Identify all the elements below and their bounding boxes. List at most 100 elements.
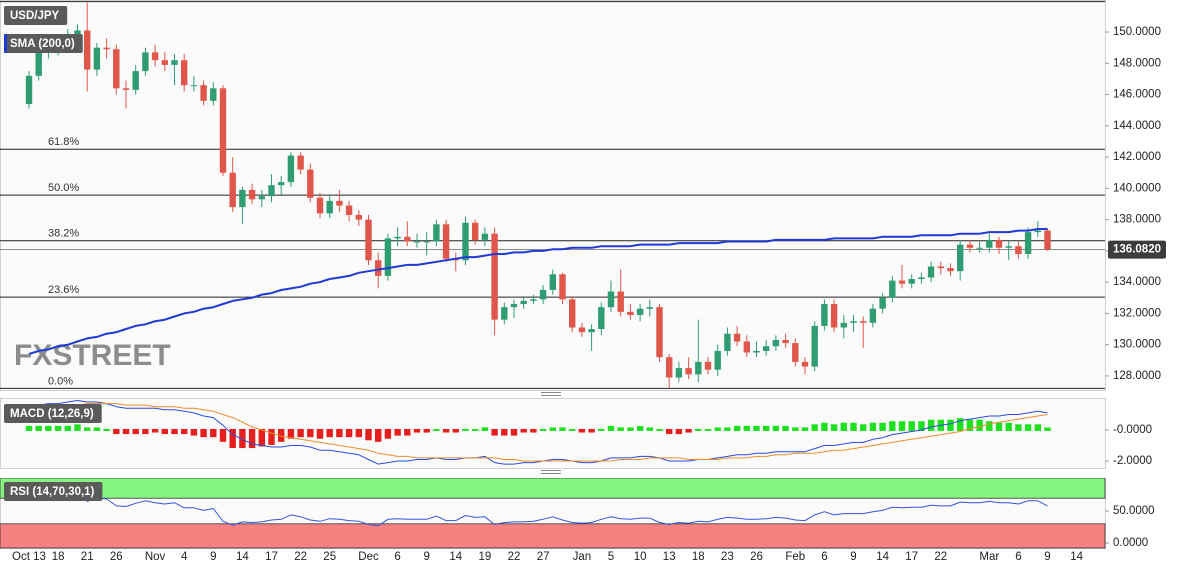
fib-label: 0.0% [48,375,73,387]
line [28,228,1048,355]
histogram-bar [326,428,333,438]
candle-body [384,238,392,276]
candle-body [394,236,401,239]
candle-body [404,236,411,242]
panel-grip [541,392,561,474]
candle-body [171,60,178,65]
candle-body [821,304,828,326]
histogram-bar [181,428,188,435]
histogram-bar [821,422,828,431]
candle-body [811,325,818,367]
label-box: SMA (200,0) [4,34,83,53]
candle-body [345,205,353,215]
x-tick-label: Nov [145,551,166,563]
candle-body [423,241,430,243]
y-tick-label: 0.0000 [1113,537,1148,549]
histogram-bar [743,425,750,431]
histogram-bar [64,425,71,431]
candle-body [792,343,799,362]
histogram-bar [607,425,615,431]
oversold-zone [0,523,1106,549]
histogram-bar [957,418,964,431]
candle-body [365,219,372,261]
histogram-bar [588,428,595,433]
candle-body [685,368,692,375]
histogram-bar [772,425,780,431]
histogram-bar [704,428,712,431]
candle-body [491,233,498,320]
histogram-bar [481,427,489,431]
candle-body [957,244,964,272]
y-tick-label: -0.0000 [1113,424,1152,436]
candle-body [937,266,944,269]
x-tick-label: 10 [634,551,647,563]
histogram-bar [394,428,401,436]
candle-body [336,200,343,206]
histogram-bar [200,428,207,438]
histogram-bar [113,428,120,435]
x-tick-label: 17 [265,551,278,563]
candle-body [947,268,954,272]
histogram-bar [869,422,877,431]
candle-body [743,341,750,353]
watermark: FXSTREET [14,339,171,372]
histogram-bar [539,428,547,431]
y-tick-label: 148.0000 [1113,57,1161,69]
y-tick-label: 134.0000 [1113,276,1161,288]
candle-body [927,266,935,278]
candle-body [520,300,527,305]
x-tick-label: Dec [358,551,379,563]
candle-body [549,274,556,290]
histogram-bar [986,421,993,431]
candle-body [229,172,236,208]
histogram-bar [1044,427,1051,431]
panel-layer: FXSTREET100.0%61.8%50.0%38.2%23.6%0.0% [0,0,1105,389]
x-tick-label: 9 [850,551,856,563]
y-tick-label: 140.0000 [1113,182,1161,194]
label-box: MACD (12,26,9) [4,404,102,423]
y-tick-label: 144.0000 [1113,120,1161,132]
candle-body [84,30,91,70]
fib-label: 50.0% [48,182,79,194]
histogram-bar [54,425,62,431]
overbought-zone [0,478,1106,499]
candle-body [840,322,847,328]
histogram-bar [510,428,518,436]
candle-body [1015,246,1022,255]
histogram-bar [578,428,586,433]
label-bg [4,6,68,25]
candle-body [375,260,382,276]
histogram-bar [879,422,886,431]
label-bg [4,34,83,53]
x-tick-label: 4 [181,551,188,563]
histogram-bar [559,427,566,431]
histogram-bar [549,427,556,431]
candle-body [646,307,653,309]
y-tick-label: 146.0000 [1113,89,1161,101]
candle-body [869,308,877,323]
histogram-bar [423,428,430,433]
histogram-bar [927,419,935,431]
candle-body [413,241,421,243]
histogram-bar [976,419,983,431]
x-tick-label: 6 [821,551,827,563]
histogram-bar [860,424,867,431]
label-bg [4,404,102,423]
candle-body [986,239,993,248]
histogram-bar [1034,424,1041,431]
candle-body [93,47,101,70]
candle-body [695,361,702,375]
candle-body [530,299,537,301]
label-bg [4,482,103,501]
x-tick-label: 9 [423,551,429,563]
candle-body [433,224,440,242]
candle-body [879,297,886,309]
candle-body [74,30,81,36]
candle-body [675,368,683,378]
candle-body [297,155,304,170]
histogram-bar [569,428,576,431]
candle-body [316,197,324,214]
candle-body [578,327,586,333]
x-tick-label: 22 [934,551,947,563]
